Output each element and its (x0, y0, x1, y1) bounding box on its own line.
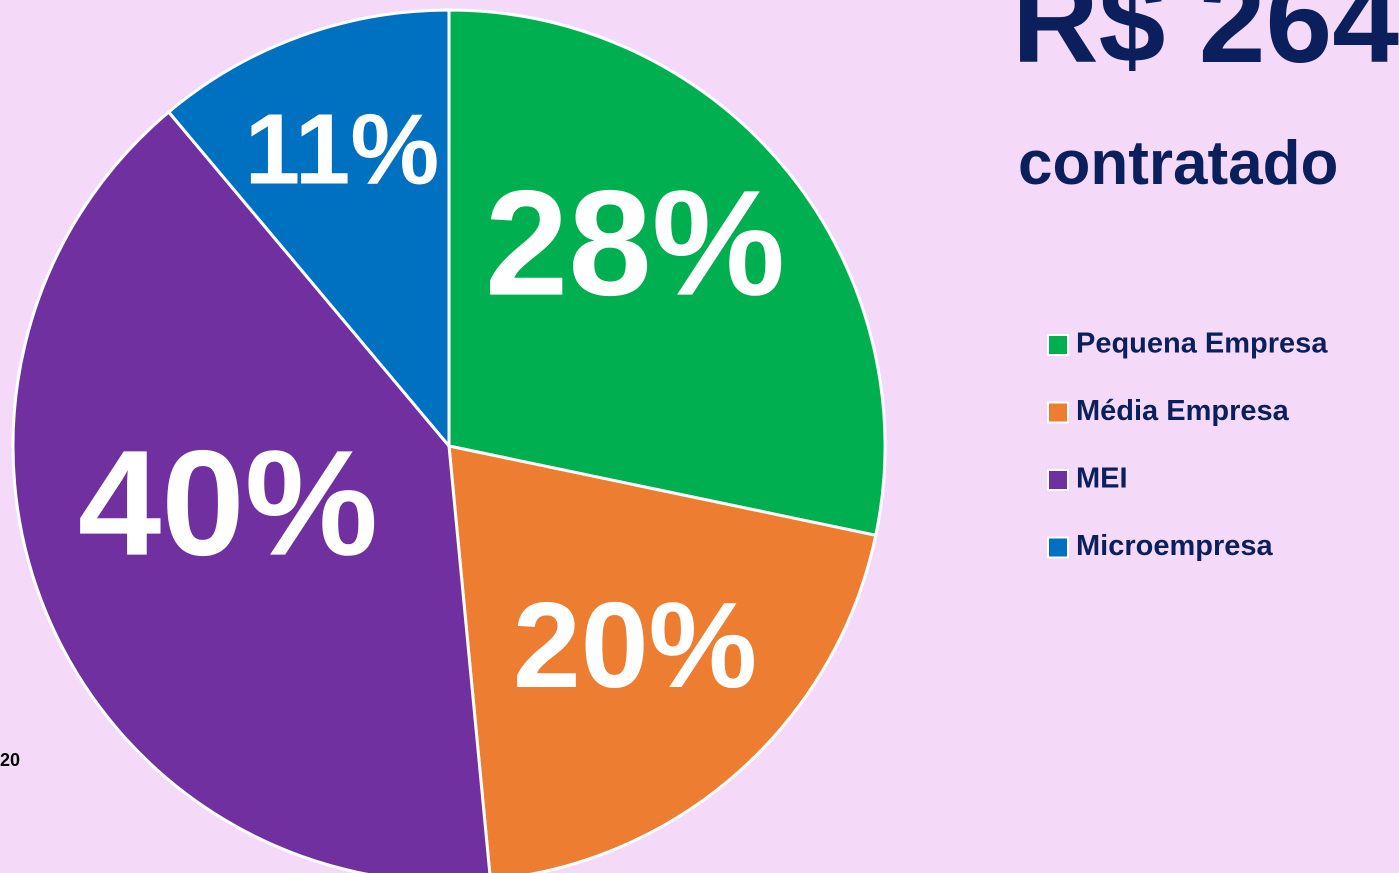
chart-subtitle: contratado (1018, 129, 1338, 198)
pie-slice (447, 444, 878, 873)
pie-slice (166, 8, 451, 451)
legend-swatch (1047, 536, 1069, 559)
legend-swatch (1047, 401, 1069, 424)
legend-label: Pequena Empresa (1076, 328, 1328, 360)
chart-title: R$ 264 (1012, 0, 1399, 88)
data-label: 28% (485, 159, 785, 327)
legend-label: Microempresa (1076, 530, 1274, 562)
pie-slice (11, 109, 492, 873)
legend-swatch (1047, 334, 1069, 356)
pie-slice (447, 8, 887, 538)
note: 20 (0, 750, 20, 770)
legend-swatch (1047, 469, 1069, 491)
legend-label: MEI (1076, 463, 1128, 495)
data-label: 20% (513, 577, 757, 713)
data-label: 11% (245, 93, 440, 205)
legend-label: Média Empresa (1076, 395, 1290, 427)
data-label: 40% (78, 419, 378, 587)
